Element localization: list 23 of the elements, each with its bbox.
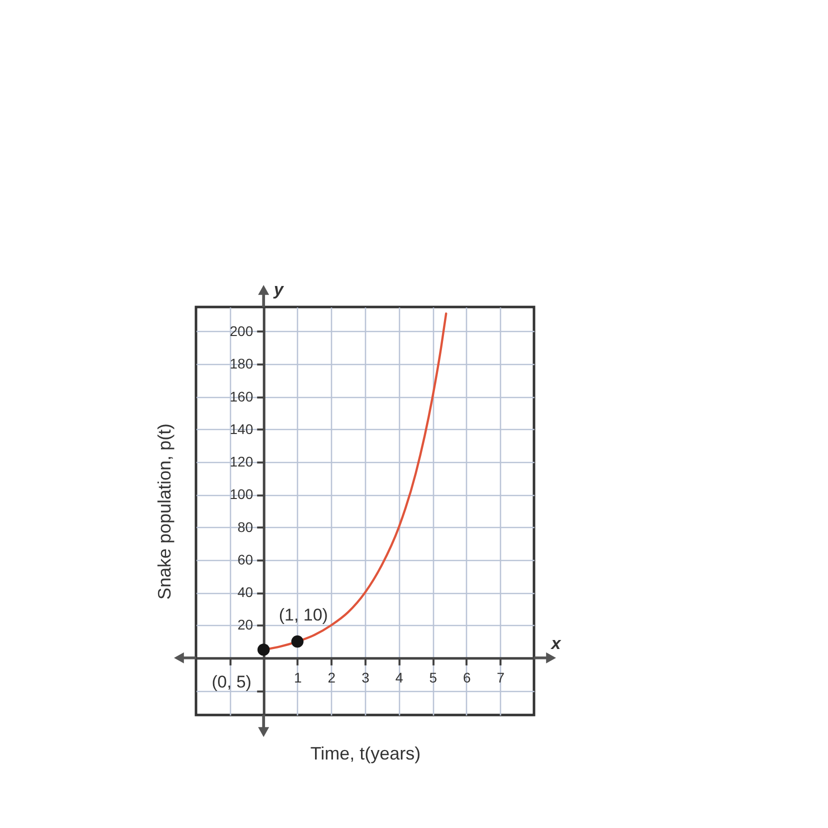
x-tick-label: 1 (294, 669, 302, 686)
annotation: (1, 10) (278, 606, 328, 625)
x-tick-label: 4 (395, 669, 404, 686)
y-tick-label: 200 (230, 322, 254, 339)
x-tick-label: 7 (496, 669, 505, 686)
text: y (272, 280, 285, 299)
y-tick-label: 180 (230, 356, 254, 372)
y-axis-title: Snake population, p(t) (154, 423, 174, 600)
y-tick-label: 160 (230, 388, 254, 404)
y-tick-label: 100 (230, 486, 254, 502)
y-tick-label: 80 (238, 518, 254, 535)
y-tick-label: 20 (238, 616, 254, 633)
annotation: (0, 5) (212, 672, 252, 692)
x-axis-title: Time, t(years) (310, 744, 421, 764)
y-tick-label: 120 (230, 454, 254, 470)
x-tick-label: 5 (429, 669, 438, 686)
text: x (550, 634, 562, 653)
y-tick-label: 40 (238, 584, 254, 600)
y-tick-label: 140 (230, 420, 254, 437)
x-tick-label: 6 (463, 669, 471, 686)
x-tick-label: 3 (362, 669, 370, 686)
y-tick-label: 60 (238, 551, 254, 568)
x-tick-label: 2 (328, 669, 336, 686)
